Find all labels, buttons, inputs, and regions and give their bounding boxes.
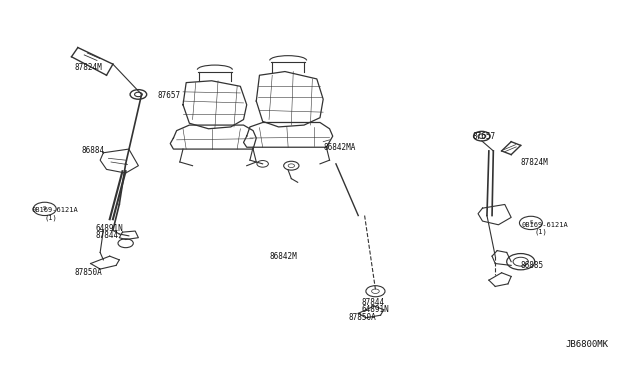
Text: S: S	[43, 206, 47, 211]
Text: 0B169-6121A: 0B169-6121A	[32, 207, 79, 213]
Text: 86885: 86885	[521, 261, 544, 270]
Text: 87657: 87657	[473, 132, 496, 141]
Text: 87824M: 87824M	[75, 63, 102, 72]
Text: 86842M: 86842M	[269, 251, 297, 261]
Text: 87657: 87657	[157, 91, 180, 100]
Text: 0B169-6121A: 0B169-6121A	[522, 222, 568, 228]
Text: 64891N: 64891N	[96, 224, 124, 233]
Text: 87850A: 87850A	[75, 268, 102, 277]
Text: 87824M: 87824M	[521, 157, 548, 167]
Text: 87844: 87844	[96, 231, 119, 240]
Text: (1): (1)	[45, 214, 58, 221]
Text: S: S	[529, 221, 532, 225]
Text: 86842MA: 86842MA	[323, 143, 356, 152]
Text: JB6800MK: JB6800MK	[565, 340, 609, 349]
Text: 87850A: 87850A	[349, 312, 376, 321]
Text: 86884: 86884	[81, 147, 104, 155]
Text: 64891N: 64891N	[362, 305, 389, 314]
Text: (1): (1)	[534, 229, 547, 235]
Text: 87844: 87844	[362, 298, 385, 307]
